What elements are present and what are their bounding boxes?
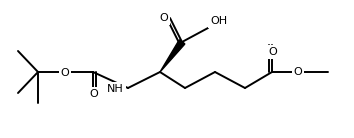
- Text: NH: NH: [107, 84, 124, 94]
- Text: O: O: [293, 67, 302, 77]
- Polygon shape: [160, 40, 185, 72]
- Text: O: O: [90, 89, 98, 99]
- Text: O: O: [269, 47, 278, 57]
- Text: OH: OH: [210, 16, 227, 26]
- Text: O: O: [159, 13, 168, 23]
- Text: O: O: [61, 68, 69, 78]
